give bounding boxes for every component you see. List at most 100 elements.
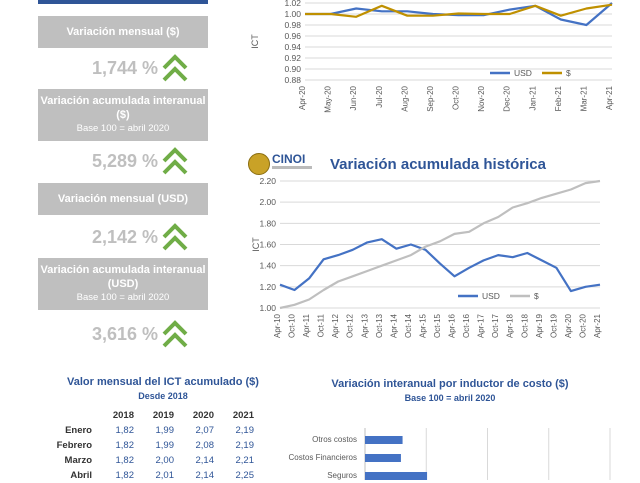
table-cell: 2,01 (155, 470, 175, 481)
bar (365, 454, 401, 462)
x-tick-label: Oct-12 (346, 313, 355, 338)
table-cell: 1,99 (155, 440, 175, 451)
x-tick-label: Oct-10 (288, 313, 297, 338)
table-subtitle: Desde 2018 (138, 391, 188, 401)
bar-chart-subtitle: Base 100 = abril 2020 (404, 393, 496, 403)
x-tick-label: Oct-16 (462, 313, 471, 338)
table-year: 2019 (152, 410, 174, 421)
table-year: 2018 (112, 410, 134, 421)
x-tick-label: Oct-19 (549, 313, 558, 338)
x-tick-label: Apr-12 (331, 313, 340, 338)
table-year: 2020 (192, 410, 214, 421)
y-tick-label: 0.88 (284, 75, 301, 85)
x-tick-label: Apr-16 (448, 313, 457, 338)
x-tick-label: Apr-10 (273, 313, 282, 338)
table-cell: 2,08 (195, 440, 215, 451)
x-tick-label: Oct-14 (404, 313, 413, 338)
x-tick-label: Jun-20 (349, 85, 358, 110)
x-tick-label: Sep-20 (426, 85, 435, 111)
series-line-usd (305, 2, 613, 27)
table-row: Abril 1,82 2,01 2,14 2,25 (38, 468, 254, 483)
y-tick-label: 1.40 (259, 261, 276, 271)
table-year: 2021 (232, 410, 254, 421)
x-tick-label: Oct-15 (433, 313, 442, 338)
x-tick-label: Oct-18 (520, 313, 529, 338)
table-cell: 1,82 (115, 455, 135, 466)
double-chevron-up-icon (162, 54, 188, 82)
cinoi-logo: CINOI (248, 152, 314, 176)
indicator-label-monthly-usd: Variación mensual (USD) (38, 183, 208, 215)
category-label: Costos Financieros (289, 453, 357, 462)
table-cell: 2,07 (195, 425, 215, 436)
table-cell: 2,21 (235, 455, 255, 466)
historical-ict-line-chart: 1.00 1.20 1.40 1.60 1.80 2.00 2.20 Apr-10 Oct-10… (251, 176, 602, 338)
x-tick-label: Apr-21 (605, 85, 614, 110)
x-tick-label: Dec-20 (503, 85, 512, 111)
y-axis-label: ICT (251, 237, 261, 252)
series-line-peso (305, 3, 613, 18)
x-tick-label: Jan-21 (528, 85, 537, 110)
x-tick-label: Apr-14 (389, 313, 398, 338)
indicator-label-sub: Base 100 = abril 2020 (76, 292, 170, 303)
double-chevron-up-icon (162, 320, 188, 348)
legend-label: $ (534, 291, 539, 301)
table-header-row: 2018 2019 2020 2021 (38, 408, 254, 423)
x-tick-label: Feb-21 (554, 85, 563, 111)
x-tick-label: Apr-15 (418, 313, 427, 338)
table-month: Abril (70, 470, 92, 481)
table-cell: 2,14 (195, 455, 215, 466)
table-month: Febrero (56, 440, 92, 451)
legend-label: USD (482, 291, 500, 301)
indicator-label-yoy-usd: Variación acumulada interanual (USD) Bas… (38, 258, 208, 310)
indicator-label-monthly-ars: Variación mensual ($) (38, 16, 208, 48)
table-cell: 2,14 (195, 470, 215, 481)
double-chevron-up-icon (162, 223, 188, 251)
y-tick-label: 1.00 (259, 303, 276, 313)
table-cell: 1,82 (115, 425, 135, 436)
y-tick-label: 0.98 (284, 20, 301, 30)
table-cell: 2,19 (235, 440, 255, 451)
series-line-peso (279, 179, 601, 310)
y-tick-label: 1.60 (259, 240, 276, 250)
y-tick-label: 0.90 (284, 64, 301, 74)
y-tick-label: 0.94 (284, 42, 301, 52)
legend-label: $ (566, 68, 571, 78)
top-accent-bar (38, 0, 208, 4)
table-cell: 1,82 (115, 470, 135, 481)
indicator-label-yoy-ars: Variación acumulada interanual ($) Base … (38, 89, 208, 141)
x-tick-label: Oct-20 (452, 85, 461, 110)
x-tick-label: Apr-20 (298, 85, 307, 110)
x-tick-label: Aug-20 (400, 85, 409, 111)
indicator-value-monthly-ars: 1,744 % (91, 58, 158, 78)
logo-tagline-bar (272, 166, 312, 169)
x-tick-label: Oct-17 (491, 313, 500, 338)
category-label: Seguros (327, 471, 357, 480)
x-tick-label: Apr-11 (302, 313, 311, 337)
indicator-value-monthly-usd: 2,142 % (91, 227, 158, 247)
x-tick-label: Oct-11 (317, 313, 326, 337)
x-tick-label: Apr-21 (593, 313, 602, 338)
indicator-label-text: Variación mensual ($) (66, 26, 180, 38)
x-tick-label: Apr-13 (360, 313, 369, 338)
y-tick-label: 0.92 (284, 53, 301, 63)
x-tick-label: Oct-13 (375, 313, 384, 338)
x-tick-label: Apr-20 (564, 313, 573, 338)
table-cell: 2,19 (235, 425, 255, 436)
historical-chart-title: Variación acumulada histórica (330, 156, 546, 173)
x-tick-label: Oct-20 (578, 313, 587, 338)
x-tick-label: Jul-20 (375, 85, 384, 107)
y-axis-label: ICT (250, 34, 260, 49)
legend-label: USD (514, 68, 532, 78)
table-row: Febrero 1,82 1,99 2,08 2,19 (38, 438, 254, 453)
x-tick-label: May-20 (324, 85, 333, 112)
ict-table: 2018 2019 2020 2021 Enero 1,82 1,99 2,07… (38, 408, 254, 483)
y-tick-label: 1.00 (284, 9, 301, 19)
y-tick-label: 1.02 (284, 0, 301, 8)
indicator-label-text: Variación mensual (USD) (57, 193, 189, 205)
table-month: Marzo (64, 455, 92, 466)
logo-brand: CINOI (272, 152, 306, 166)
x-tick-label: Apr-17 (477, 313, 486, 338)
bar (365, 436, 403, 444)
table-cell: 1,99 (155, 425, 175, 436)
bar-chart-title: Variación interanual por inductor de cos… (331, 378, 569, 390)
